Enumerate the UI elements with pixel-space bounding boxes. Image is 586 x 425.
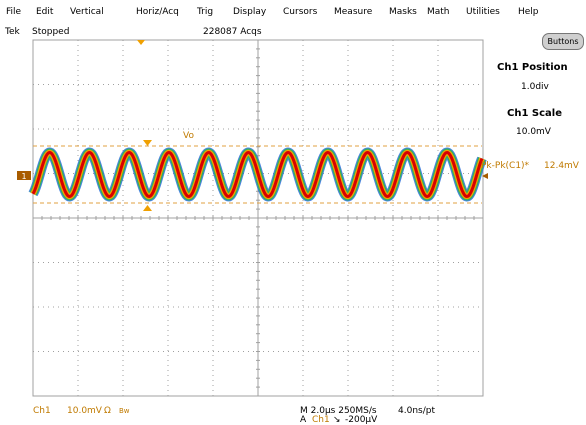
trigger-prefix: A [300, 415, 307, 425]
channel1-marker-label: 1 [21, 172, 26, 181]
brand-label: Tek [5, 27, 20, 37]
waveform-core [31, 151, 484, 198]
cursor-bottom-marker[interactable] [143, 205, 152, 211]
measurement-value: 12.4mV [544, 161, 579, 171]
menu-horiz-acq[interactable]: Horiz/Acq [136, 7, 179, 17]
cursor-top-marker[interactable] [143, 140, 152, 146]
menu-measure[interactable]: Measure [334, 7, 373, 17]
menu-cursors[interactable]: Cursors [283, 7, 318, 17]
buttons-toggle[interactable]: Buttons [542, 33, 584, 50]
trigger-position-marker[interactable] [137, 40, 145, 45]
menu-edit[interactable]: Edit [36, 7, 54, 17]
ch1-position-value[interactable]: 1.0div [521, 82, 549, 92]
menu-utilities[interactable]: Utilities [466, 7, 500, 17]
trigger-channel[interactable]: Ch1 [312, 415, 330, 425]
waveform-label: Vo [183, 131, 194, 141]
channel-label[interactable]: Ch1 [33, 406, 51, 416]
trigger-slope-icon: ↘ [333, 415, 341, 425]
bandwidth-limit: Bw [119, 407, 130, 415]
measurement-arrow [482, 173, 488, 179]
channel1-ground-marker[interactable] [17, 171, 31, 180]
menu-help[interactable]: Help [518, 7, 539, 17]
menu-math[interactable]: Math [427, 7, 450, 17]
menu-file[interactable]: File [6, 7, 22, 17]
ch1-scale-title: Ch1 Scale [507, 108, 562, 119]
measurement-name: Pk-Pk(C1)* [481, 161, 530, 171]
menu-trig[interactable]: Trig [197, 7, 214, 17]
ch1-scale-value[interactable]: 10.0mV [516, 127, 551, 137]
coupling-ohm-icon: Ω [104, 406, 111, 416]
graticule [32, 39, 484, 397]
menu-display[interactable]: Display [233, 7, 267, 17]
channel-scale[interactable]: 10.0mV [67, 406, 102, 416]
timebase-readout[interactable]: M 2.0µs 250MS/s [300, 406, 377, 416]
menu-masks[interactable]: Masks [389, 7, 417, 17]
menu-bar: File Edit Vertical Horiz/Acq Trig Displa… [0, 0, 586, 22]
ch1-position-title: Ch1 Position [497, 62, 568, 73]
acquisition-count: 228087 Acqs [203, 27, 262, 37]
resolution-readout: 4.0ns/pt [398, 406, 435, 416]
waveform-trace [28, 147, 487, 202]
acquisition-state: Stopped [32, 27, 70, 37]
trigger-level[interactable]: -200µV [345, 415, 378, 425]
menu-vertical[interactable]: Vertical [70, 7, 104, 17]
